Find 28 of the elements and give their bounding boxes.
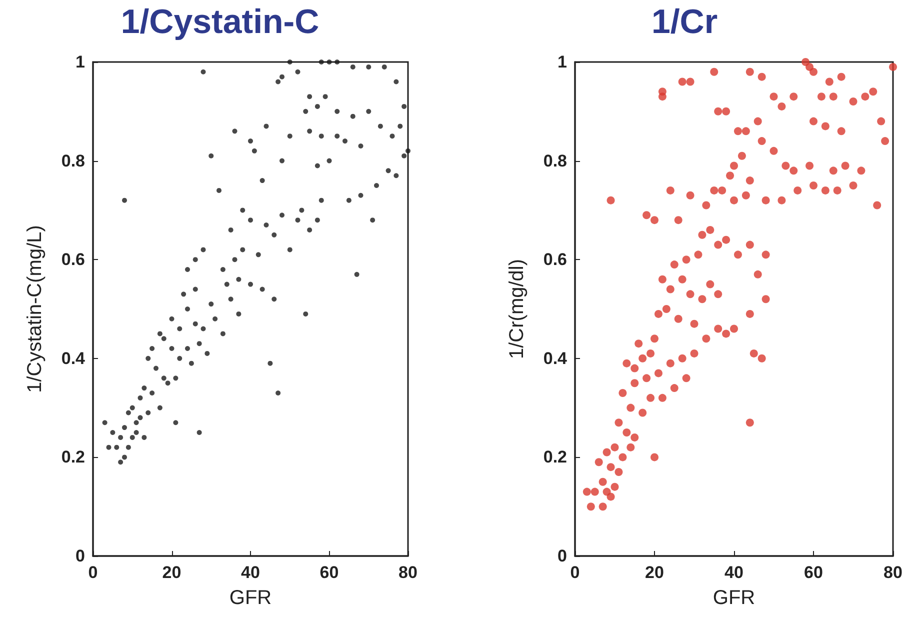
y-tick-label: 1	[558, 52, 567, 72]
chart-title: 1/Cr	[651, 3, 718, 41]
y-tick-label: 0	[558, 546, 567, 566]
y-tick-label: 0.6	[61, 250, 85, 270]
y-tick-label: 0.2	[61, 448, 85, 467]
y-tick-label: 0.4	[543, 348, 568, 368]
x-tick-label: 0	[88, 563, 98, 582]
x-axis-title: GFR	[229, 587, 272, 609]
y-tick-label: 0.8	[543, 151, 567, 170]
x-tick-label: 40	[724, 563, 744, 582]
x-tick-label: 60	[320, 563, 339, 582]
x-tick-label: 40	[241, 563, 260, 582]
y-tick-label: 0.4	[61, 348, 86, 368]
chart-title: 1/Cystatin-C	[120, 3, 320, 41]
y-tick-label: 0.8	[61, 151, 85, 170]
y-axis-title: 1/Cr(mg/dl)	[506, 258, 528, 360]
x-tick-label: 80	[884, 563, 902, 582]
x-tick-label: 0	[570, 563, 580, 582]
y-tick-label: 0.6	[543, 250, 567, 270]
x-tick-label: 20	[645, 563, 664, 582]
x-tick-label: 20	[162, 563, 182, 582]
y-tick-label: 1	[76, 52, 85, 72]
y-tick-label: 0	[76, 546, 85, 566]
x-axis-title: GFR	[712, 587, 756, 609]
x-tick-label: 80	[398, 563, 418, 582]
y-tick-label: 0.2	[543, 448, 567, 467]
y-axis-title: 1/Cystatin-C(mg/L)	[24, 225, 46, 393]
x-tick-label: 60	[804, 563, 823, 582]
